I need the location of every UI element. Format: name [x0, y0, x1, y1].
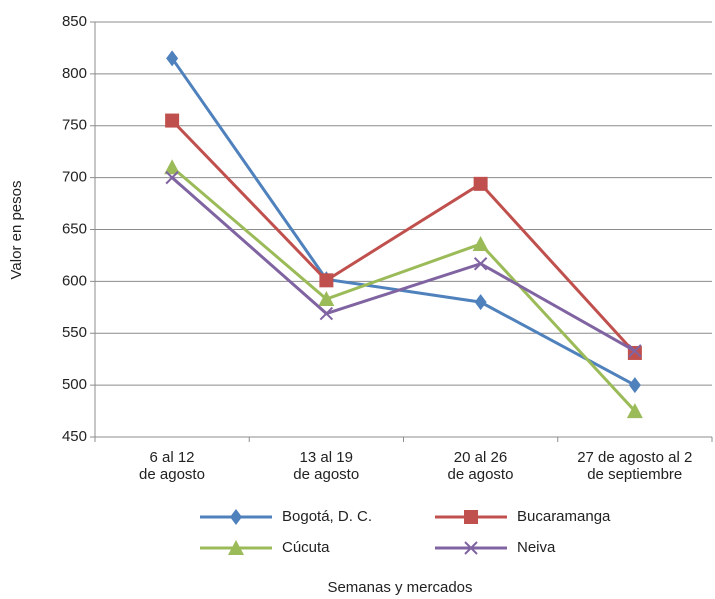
marker [474, 294, 487, 311]
marker [472, 236, 489, 252]
y-tick-label: 800 [62, 65, 87, 82]
marker [628, 377, 641, 394]
marker [165, 170, 179, 185]
legend-label: Bogotá, D. C. [282, 508, 372, 525]
legend-marker [464, 541, 478, 555]
marker [318, 291, 335, 307]
legend-marker [464, 510, 478, 524]
series-line [170, 57, 636, 387]
marker [166, 50, 179, 67]
y-tick-label: 550 [62, 324, 87, 341]
y-axis-title: Valor en pesos [8, 181, 25, 280]
series-line [171, 119, 636, 354]
x-tick-label: 13 al 19 de agosto [293, 449, 360, 483]
legend-marker [228, 540, 244, 555]
legend-label: Neiva [517, 539, 556, 556]
marker [626, 403, 643, 419]
legend-label: Cúcuta [282, 539, 330, 556]
x-tick-label: 6 al 12 de agosto [139, 449, 205, 483]
marker [473, 257, 488, 271]
series-line [171, 176, 636, 353]
x-tick-label: 20 al 26 de agosto [447, 449, 514, 483]
marker [165, 113, 180, 128]
x-axis-title: Semanas y mercados [327, 579, 472, 596]
marker [164, 159, 181, 175]
y-tick-label: 750 [62, 117, 87, 134]
y-tick-label: 600 [62, 272, 87, 289]
marker [319, 306, 334, 321]
y-tick-label: 850 [62, 13, 87, 30]
y-tick-label: 500 [62, 376, 87, 393]
x-tick-label: 27 de agosto al 2 de septiembre [577, 449, 693, 483]
marker [473, 176, 488, 191]
legend-marker [230, 509, 242, 525]
y-tick-label: 650 [62, 220, 87, 237]
y-tick-label: 700 [62, 169, 87, 186]
marker [319, 273, 334, 288]
marker [628, 344, 642, 358]
legend-label: Bucaramanga [517, 508, 611, 525]
y-tick-label: 450 [62, 428, 87, 445]
series-line [171, 166, 636, 413]
